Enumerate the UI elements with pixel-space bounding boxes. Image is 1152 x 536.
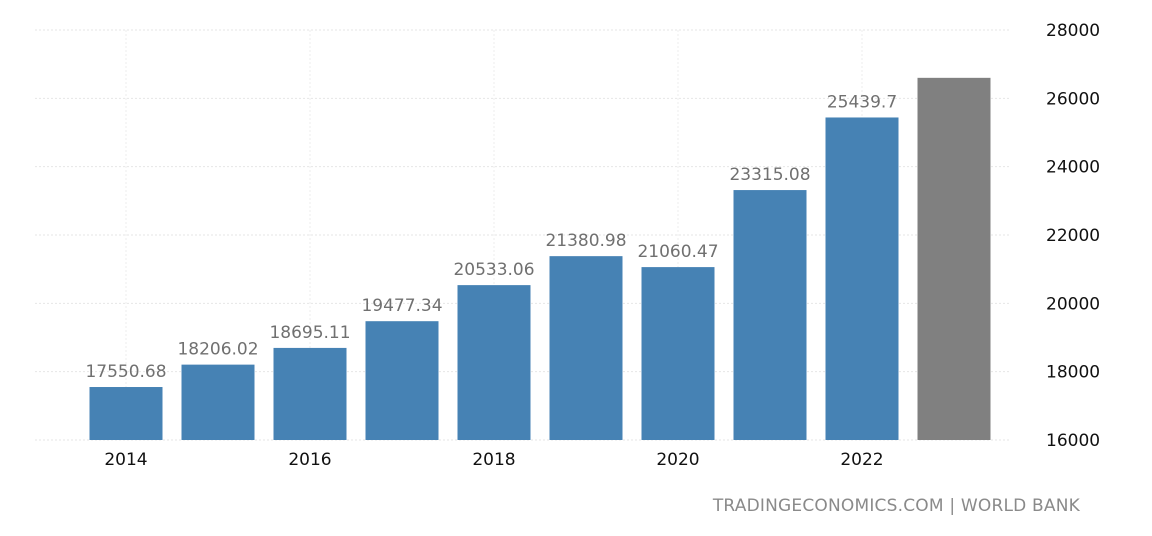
- data-labels: 17550.68 18206.02 18695.11 19477.34 20533.06…: [85, 92, 897, 382]
- y-tick-label: 18000: [1046, 363, 1100, 383]
- data-label: 18695.11: [269, 323, 350, 343]
- bar: [365, 321, 439, 440]
- data-label: 17550.68: [85, 362, 166, 382]
- data-label: 20533.06: [453, 260, 534, 280]
- bars: [89, 77, 991, 440]
- y-tick-label: 16000: [1046, 431, 1100, 451]
- data-label: 23315.08: [729, 165, 810, 185]
- y-tick-label: 20000: [1046, 294, 1100, 314]
- data-label: 19477.34: [361, 296, 442, 316]
- forecast-bar: [917, 77, 991, 440]
- x-axis: 2014 2016 2018 2020 2022: [104, 450, 883, 470]
- data-label: 21060.47: [637, 242, 718, 262]
- bar: [181, 364, 255, 440]
- y-tick-label: 26000: [1046, 89, 1100, 109]
- x-tick-label: 2014: [104, 450, 147, 470]
- data-label: 18206.02: [177, 340, 258, 360]
- y-tick-label: 24000: [1046, 158, 1100, 178]
- bar: [549, 256, 623, 440]
- bar: [89, 387, 163, 440]
- bar: [273, 347, 347, 440]
- bar: [733, 190, 807, 440]
- bar: [641, 267, 715, 440]
- y-tick-label: 22000: [1046, 226, 1100, 246]
- x-tick-label: 2020: [656, 450, 699, 470]
- data-label: 21380.98: [545, 231, 626, 251]
- bar: [825, 117, 899, 440]
- x-tick-label: 2022: [840, 450, 883, 470]
- x-tick-label: 2016: [288, 450, 331, 470]
- y-axis: 16000 18000 20000 22000 24000 26000 28000: [1046, 21, 1100, 451]
- source-credit: TRADINGECONOMICS.COM | WORLD BANK: [712, 496, 1080, 516]
- x-tick-label: 2018: [472, 450, 515, 470]
- y-tick-label: 28000: [1046, 21, 1100, 41]
- data-label: 25439.7: [827, 92, 897, 112]
- bar: [457, 285, 531, 440]
